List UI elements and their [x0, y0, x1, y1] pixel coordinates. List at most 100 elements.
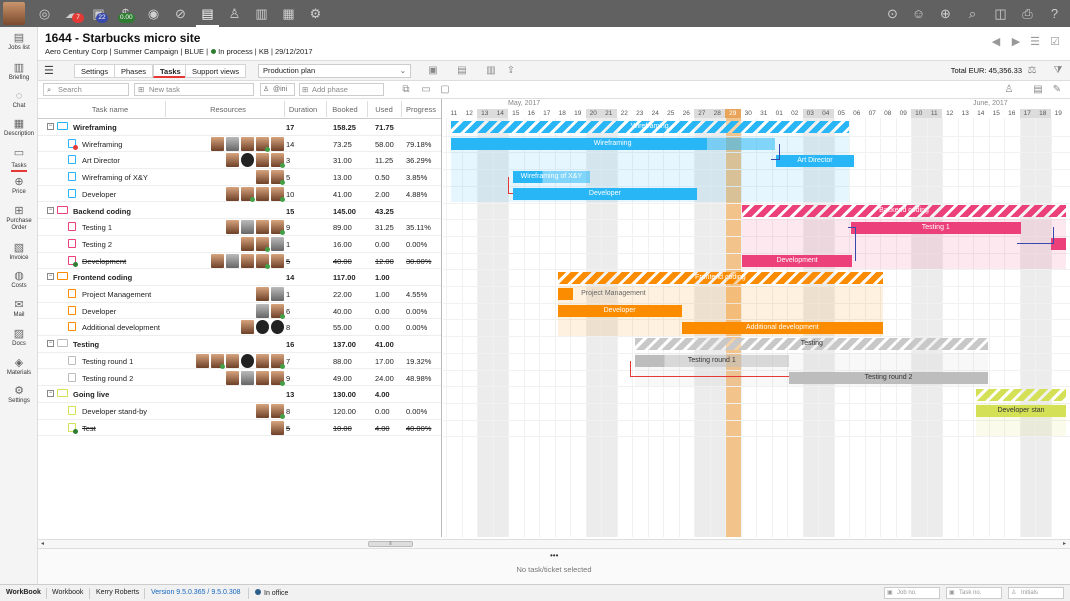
version-label[interactable]: Version 9.5.0.365 / 9.5.0.308 — [151, 589, 241, 596]
help-icon[interactable]: ? — [1050, 6, 1059, 21]
nav-item-chat[interactable]: ◌ Chat — [0, 90, 38, 118]
task-row[interactable]: Additional development 8 55.00 0.00 0.00% — [38, 319, 441, 337]
task-bar[interactable]: Developer — [557, 305, 682, 317]
print-icon[interactable]: ⎙ — [1022, 6, 1033, 21]
resource-avatar[interactable] — [211, 353, 225, 369]
location-icon[interactable]: ⊙ — [887, 6, 898, 21]
task-row[interactable]: Testing 1 9 89.00 31.25 35.11% — [38, 219, 441, 236]
task-bar[interactable]: Developer — [512, 188, 698, 201]
job-number-input[interactable]: ▣ Job no. — [884, 587, 940, 599]
resource-avatar[interactable] — [256, 403, 269, 418]
col-progress[interactable]: Progress — [405, 105, 436, 114]
share-icon[interactable]: ⇪ — [506, 65, 516, 76]
nav-item-purchase-order[interactable]: ⊞ Purchase Order — [0, 205, 38, 233]
nav-item-mail[interactable]: ✉ Mail — [0, 299, 38, 327]
resource-avatar[interactable] — [271, 186, 285, 202]
task-bar[interactable]: Developer stan — [976, 405, 1066, 418]
resource-avatar[interactable] — [226, 136, 239, 151]
nav-item-tasks[interactable]: ▭ Tasks — [0, 147, 38, 175]
scroll-left-icon[interactable]: ◂ — [41, 541, 45, 547]
task-row[interactable]: Test 5 10.00 4.00 40.00% — [38, 420, 441, 437]
resource-avatar[interactable] — [256, 136, 270, 152]
resource-avatar[interactable] — [241, 370, 254, 385]
collapse-icon[interactable]: − — [47, 273, 54, 281]
nav-item-invoice[interactable]: ▧ Invoice — [0, 242, 38, 270]
resource-avatar[interactable] — [256, 153, 269, 168]
resource-avatar[interactable] — [271, 353, 285, 369]
resource-avatar[interactable] — [271, 403, 285, 419]
task-row[interactable]: Testing 2 1 16.00 0.00 0.00% — [38, 236, 441, 253]
resource-avatar[interactable] — [256, 303, 269, 318]
task-row[interactable]: Wireframing 14 73.25 58.00 79.18% — [38, 136, 441, 153]
resource-avatar[interactable] — [211, 136, 224, 151]
task-bar[interactable]: Development — [742, 254, 853, 267]
resource-avatar[interactable] — [271, 153, 285, 169]
resource-avatar[interactable] — [256, 320, 269, 335]
resource-avatar[interactable] — [256, 253, 270, 269]
new-task-input[interactable]: ⊞ New task — [134, 83, 254, 96]
link-icon[interactable]: ⊘ — [175, 6, 186, 21]
task-bar[interactable]: Testing round 2 — [788, 371, 989, 384]
phase-bar[interactable] — [976, 388, 1066, 401]
col-resources[interactable]: Resources — [210, 105, 246, 114]
workbook-app-label[interactable]: WorkBook — [6, 589, 41, 596]
horizontal-scrollbar[interactable]: ◂ ⦀ ▸ — [38, 539, 1070, 548]
task-bar[interactable]: Wireframing — [450, 138, 775, 150]
tab-tasks[interactable]: Tasks — [153, 64, 188, 78]
resource-avatar[interactable] — [241, 220, 254, 235]
resource-avatar[interactable] — [271, 370, 285, 386]
gear-icon[interactable]: ⚙ — [309, 6, 322, 21]
task-row[interactable]: Art Director 3 31.00 11.25 36.29% — [38, 152, 441, 170]
edit-icon[interactable]: ✎ — [1052, 84, 1062, 95]
initials-status-input[interactable]: ♙ Initials — [1008, 587, 1064, 599]
resource-avatar[interactable] — [271, 287, 284, 301]
initials-input[interactable]: ♙ @ini — [260, 83, 295, 96]
person-pin-icon[interactable]: ♙ — [228, 6, 241, 21]
resource-icon[interactable]: ▤ — [1033, 84, 1043, 95]
list-view-icon[interactable]: ☰ — [1030, 36, 1040, 48]
nav-item-jobs-list[interactable]: ▤ Jobs list — [0, 32, 38, 60]
resource-avatar[interactable] — [241, 186, 255, 202]
resource-avatar[interactable] — [271, 220, 285, 236]
forward-icon[interactable]: ▶ — [1011, 36, 1021, 48]
col-task-name[interactable]: Task name — [91, 105, 129, 114]
resource-avatar[interactable] — [241, 253, 254, 268]
resource-avatar[interactable] — [196, 353, 209, 368]
resource-avatar[interactable] — [226, 220, 239, 235]
resource-avatar[interactable] — [271, 320, 284, 335]
col-duration[interactable]: Duration — [288, 105, 318, 114]
globe-icon[interactable]: ⊕ — [940, 6, 951, 21]
presence-status[interactable]: In office — [255, 589, 288, 597]
phase-row[interactable]: − Testing 16 137.00 41.00 — [38, 336, 441, 353]
phase-row[interactable]: − Wireframing 17 158.25 71.75 — [38, 119, 441, 136]
target-icon[interactable]: ◉ — [147, 6, 160, 21]
assign-icon[interactable]: ♙ — [1004, 84, 1014, 95]
tab-settings[interactable]: Settings — [74, 64, 116, 78]
resource-avatar[interactable] — [256, 236, 270, 252]
resource-avatar[interactable] — [226, 353, 239, 368]
resource-avatar[interactable] — [256, 370, 269, 385]
calendar-icon[interactable]: ▣ — [428, 65, 438, 76]
scroll-right-icon[interactable]: ▸ — [1062, 541, 1066, 547]
task-row[interactable]: Testing round 1 7 88.00 17.00 19.32% — [38, 353, 441, 370]
task-bar[interactable]: Testing 1 — [850, 221, 1022, 234]
task-row[interactable]: Wireframing of X&Y 5 13.00 0.50 3.85% — [38, 169, 441, 186]
task-row[interactable]: Developer 6 40.00 0.00 0.00% — [38, 303, 441, 320]
add-phase-input[interactable]: ⊞ Add phase — [299, 83, 384, 96]
window-icon[interactable]: ▢ — [440, 84, 450, 95]
resource-avatar[interactable] — [226, 253, 239, 268]
paste-icon[interactable]: ▭ — [421, 84, 431, 95]
nav-item-materials[interactable]: ◈ Materials — [0, 357, 38, 385]
export-icon[interactable]: ▥ — [486, 65, 496, 76]
phase-bar[interactable]: Frontend coding — [557, 271, 884, 284]
filter-icon[interactable]: ⧩ — [1053, 65, 1063, 76]
search-icon[interactable]: ⌕ — [968, 6, 977, 21]
building-icon[interactable]: ▥ — [255, 6, 268, 21]
resource-avatar[interactable] — [256, 353, 269, 368]
resource-avatar[interactable] — [256, 220, 269, 235]
back-icon[interactable]: ◀ — [991, 36, 1001, 48]
resource-avatar[interactable] — [241, 320, 254, 335]
task-row[interactable]: Developer stand-by 8 120.00 0.00 0.00% — [38, 403, 441, 420]
resource-avatar[interactable] — [226, 186, 239, 201]
col-booked[interactable]: Booked — [332, 105, 358, 114]
